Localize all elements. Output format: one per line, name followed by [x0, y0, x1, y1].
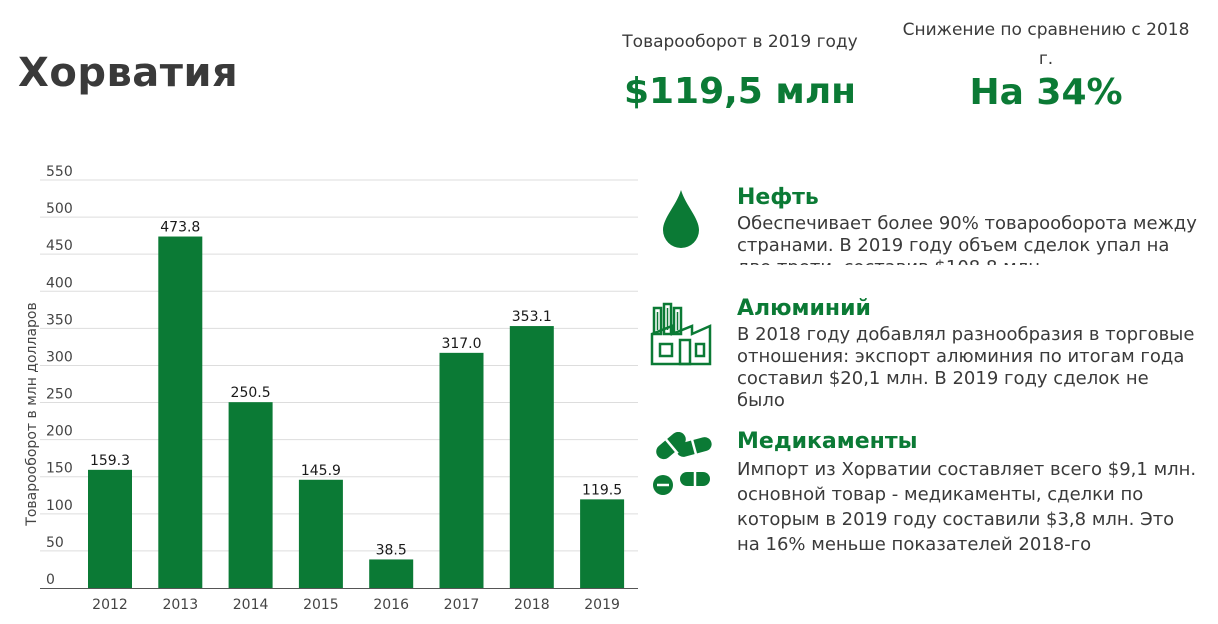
- x-axis-ticks: 2012 2013 2014 2015 2016 2017 2018 2019: [92, 597, 620, 613]
- y-tick-label: 200: [46, 424, 73, 440]
- bar: [298, 479, 343, 588]
- medicines-text: Импорт из Хорватии составляет всего $9,1…: [737, 459, 1197, 555]
- y-tick-label: 450: [46, 238, 73, 254]
- decrease-label: Снижение по сравнению с 2018 г.: [902, 20, 1190, 69]
- trade-turnover-label: Товарооборот в 2019 году: [622, 32, 858, 52]
- x-tick-label: 2012: [92, 597, 128, 613]
- bar: [580, 499, 625, 588]
- y-tick-label: 250: [46, 387, 73, 403]
- trade-turnover-value: $119,5 млн: [623, 71, 857, 112]
- oil-drop-icon: [663, 190, 699, 248]
- bar-value-labels: 159.3 473.8 250.5 145.9 38.5 317.0 353.1 119.5: [90, 220, 622, 559]
- trade-turnover-stat: Товарооборот в 2019 году $119,5 млн: [585, 28, 895, 112]
- y-tick-label: 400: [46, 275, 73, 291]
- oil-title: Нефть: [737, 185, 819, 210]
- bars: [88, 236, 625, 588]
- bar-value-label: 353.1: [512, 309, 552, 325]
- y-tick-label: 500: [46, 201, 73, 217]
- bar-value-label: 317.0: [441, 336, 481, 352]
- x-tick-label: 2016: [373, 597, 409, 613]
- decrease-stat: Снижение по сравнению с 2018 г. На 34%: [898, 16, 1194, 113]
- bar: [439, 352, 484, 588]
- oil-section: Нефть Обеспечивает более 90% товарооборо…: [737, 183, 1197, 265]
- aluminum-text: В 2018 году добавлял разнообразия в торг…: [737, 324, 1195, 411]
- bar: [369, 559, 414, 588]
- bar: [228, 402, 273, 588]
- x-tick-label: 2014: [233, 597, 269, 613]
- y-tick-label: 50: [46, 535, 64, 551]
- y-tick-label: 0: [46, 572, 55, 588]
- bar-value-label: 119.5: [582, 482, 622, 498]
- bar-value-label: 145.9: [301, 463, 341, 479]
- page-title: Хорватия: [18, 50, 239, 96]
- y-tick-label: 100: [46, 498, 73, 514]
- aluminum-section: Алюминий В 2018 году добавлял разнообраз…: [737, 294, 1197, 441]
- x-tick-label: 2015: [303, 597, 339, 613]
- y-tick-label: 550: [46, 164, 73, 180]
- x-tick-label: 2019: [584, 597, 620, 613]
- y-tick-label: 350: [46, 312, 73, 328]
- medicines-section: Медикаменты Импорт из Хорватии составляе…: [737, 427, 1197, 557]
- chart-gridlines: [40, 179, 638, 552]
- aluminum-title: Алюминий: [737, 296, 871, 321]
- bar: [88, 469, 132, 588]
- bar-value-label: 159.3: [90, 453, 130, 469]
- decrease-value: На 34%: [969, 72, 1123, 113]
- pills-icon: [653, 432, 712, 495]
- x-tick-label: 2017: [444, 597, 480, 613]
- x-tick-label: 2018: [514, 597, 550, 613]
- y-tick-label: 300: [46, 349, 73, 365]
- medicines-title: Медикаменты: [737, 429, 918, 454]
- bar-value-label: 473.8: [160, 220, 200, 236]
- y-tick-label: 150: [46, 461, 73, 477]
- y-axis-ticks: 0 50 100 150 200 250 300 350 400 450 500 550: [46, 164, 73, 588]
- trade-bar-chart: 0 50 100 150 200 250 300 350 400 450 500 550 159.3 4…: [24, 164, 638, 613]
- x-tick-label: 2013: [162, 597, 198, 613]
- factory-icon: [650, 302, 712, 366]
- y-axis-label: Товарооборот в млн долларов: [24, 302, 40, 526]
- bar: [158, 236, 203, 588]
- bar: [509, 326, 554, 588]
- bar-value-label: 38.5: [376, 542, 407, 558]
- bar-value-label: 250.5: [231, 385, 271, 401]
- oil-text: Обеспечивает более 90% товарооборота меж…: [737, 213, 1197, 265]
